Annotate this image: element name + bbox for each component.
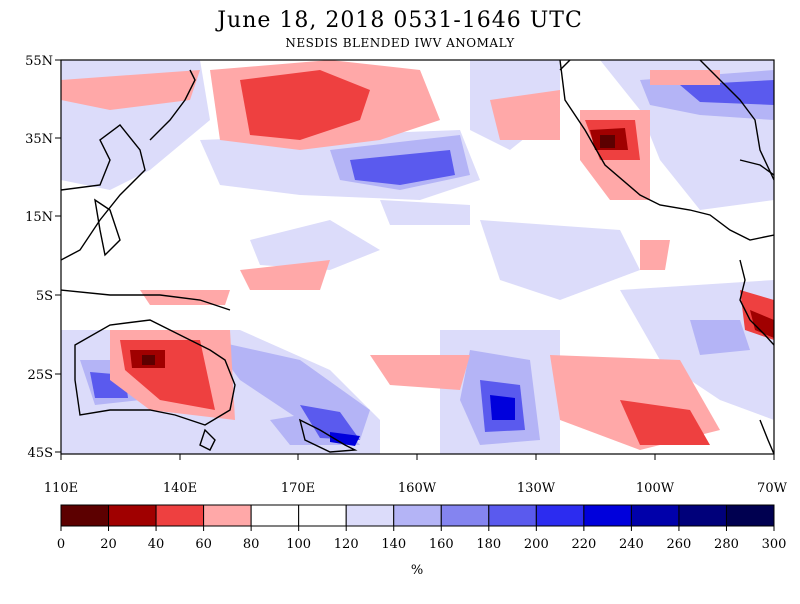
map-subtitle: NESDIS BLENDED IWV ANOMALY (285, 36, 515, 50)
colorbar-swatch (345, 504, 395, 527)
lon-label-130w: 130W (517, 481, 556, 496)
colorbar-swatch (250, 504, 300, 527)
colorbar-swatch (535, 504, 585, 527)
colorbar-tick-label: 240 (619, 537, 644, 552)
lon-label-110e: 110E (44, 481, 78, 496)
lat-label-25s: 25S (28, 368, 53, 383)
lat-label-55n: 55N (25, 54, 53, 69)
lat-ticks (55, 59, 61, 453)
lon-labels: 110E 140E 170E 160W 130W 100W 70W (44, 481, 788, 496)
colorbar-swatch (298, 504, 347, 527)
colorbar-tick-label: 80 (243, 537, 260, 552)
colorbar-tick-label: 160 (429, 537, 454, 552)
colorbar-swatch (583, 504, 632, 527)
colorbar-swatch (155, 504, 205, 527)
lon-label-100w: 100W (636, 481, 675, 496)
colorbar-swatch (630, 504, 680, 527)
lon-ticks (60, 454, 775, 460)
lat-label-15n: 15N (25, 210, 53, 225)
lon-label-70w: 70W (757, 481, 788, 496)
very-dark-red-patches (142, 135, 615, 365)
colorbar-tick-label: 140 (381, 537, 406, 552)
lon-label-140e: 140E (163, 481, 197, 496)
colorbar-unit: % (411, 563, 423, 578)
colorbar: 0 20 40 60 80 100 120 140 160 180 200 220 240 260 280 3… (57, 504, 787, 552)
colorbar-tick-label: 40 (148, 537, 165, 552)
colorbar-tick-label: 280 (714, 537, 739, 552)
colorbar-swatch (203, 504, 252, 527)
lat-labels: 55N 35N 15N 5S 25S 45S (25, 54, 53, 461)
colorbar-tick-label: 20 (100, 537, 117, 552)
anomaly-field (61, 60, 774, 454)
colorbar-tick-label: 200 (524, 537, 549, 552)
dark-blue-patches (90, 80, 774, 440)
lat-label-45s: 45S (28, 446, 53, 461)
colorbar-tick-label: 120 (334, 537, 359, 552)
colorbar-tick-label: 0 (57, 537, 65, 552)
deep-blue-patches (330, 395, 515, 446)
colorbar-swatch (440, 504, 490, 527)
lat-label-35n: 35N (25, 132, 53, 147)
colorbar-swatch (108, 504, 157, 527)
colorbar-tick-label: 300 (762, 537, 787, 552)
lon-label-170e: 170E (281, 481, 315, 496)
lon-label-160w: 160W (398, 481, 437, 496)
colorbar-swatch (393, 504, 442, 527)
colorbar-tick-label: 260 (667, 537, 692, 552)
colorbar-tick-label: 220 (571, 537, 596, 552)
colorbar-swatch (488, 504, 537, 527)
lat-label-5s: 5S (36, 289, 53, 304)
colorbar-swatch (60, 504, 110, 527)
map-title: June 18, 2018 0531-1646 UTC (217, 8, 583, 33)
coastlines (61, 60, 774, 454)
colorbar-tick-label: 100 (286, 537, 311, 552)
colorbar-tick-label: 60 (195, 537, 212, 552)
colorbar-swatch (678, 504, 727, 527)
colorbar-tick-label: 180 (476, 537, 501, 552)
colorbar-swatch (725, 504, 775, 527)
